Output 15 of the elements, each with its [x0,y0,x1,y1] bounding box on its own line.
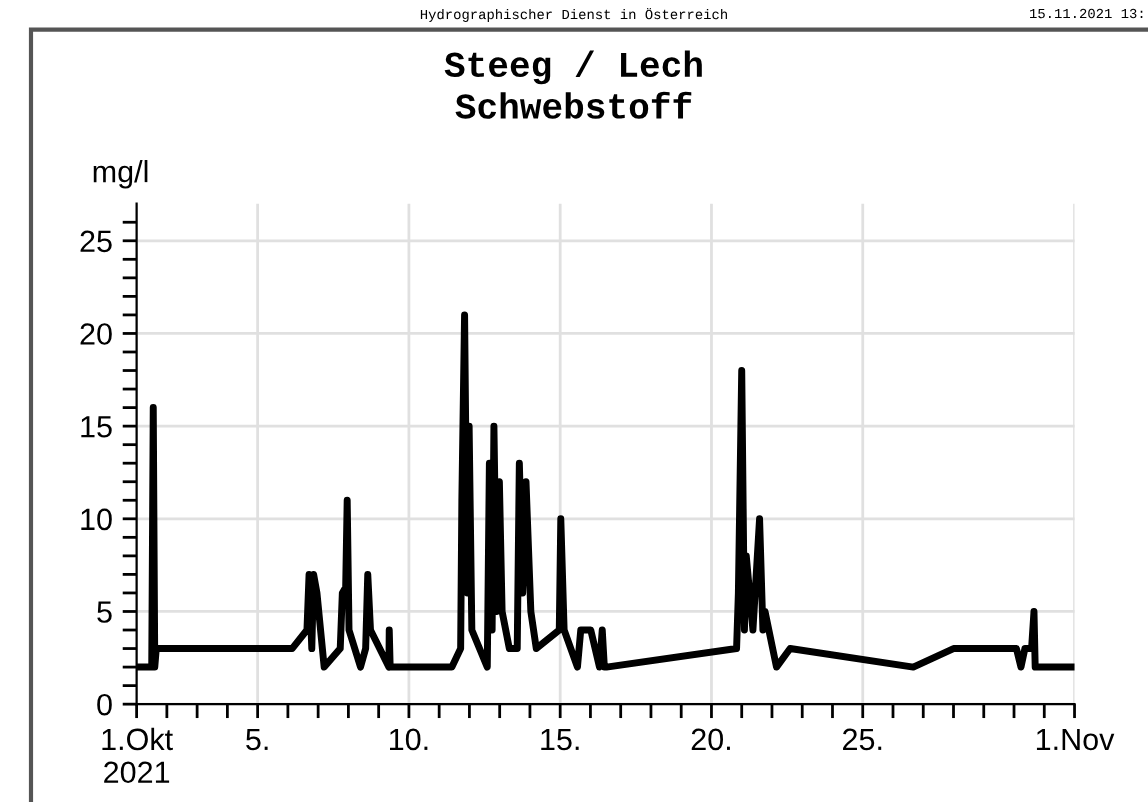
y-tick-label: 5 [97,601,112,623]
y-tick-label: 25 [80,230,112,253]
x-tick-label: 20. [691,728,730,751]
x-tick-label: 5. [246,728,268,751]
y-tick-label: 10 [81,508,112,531]
x-tick-label: 1.Okt 2021 [102,727,173,784]
chart-title: Steeg / Lech Schwebstoff [444,50,702,119]
x-tick-label: 25. [843,728,882,751]
y-tick-label: 0 [97,693,112,716]
y-tick-label: 15 [81,416,112,438]
x-tick-label: 10. [390,728,428,751]
x-tick-label: 15. [541,728,579,751]
y-tick-label: 20 [80,323,112,345]
y-axis-title: mg/l [93,159,148,189]
x-tick-label: 1.Nov [1036,728,1115,751]
